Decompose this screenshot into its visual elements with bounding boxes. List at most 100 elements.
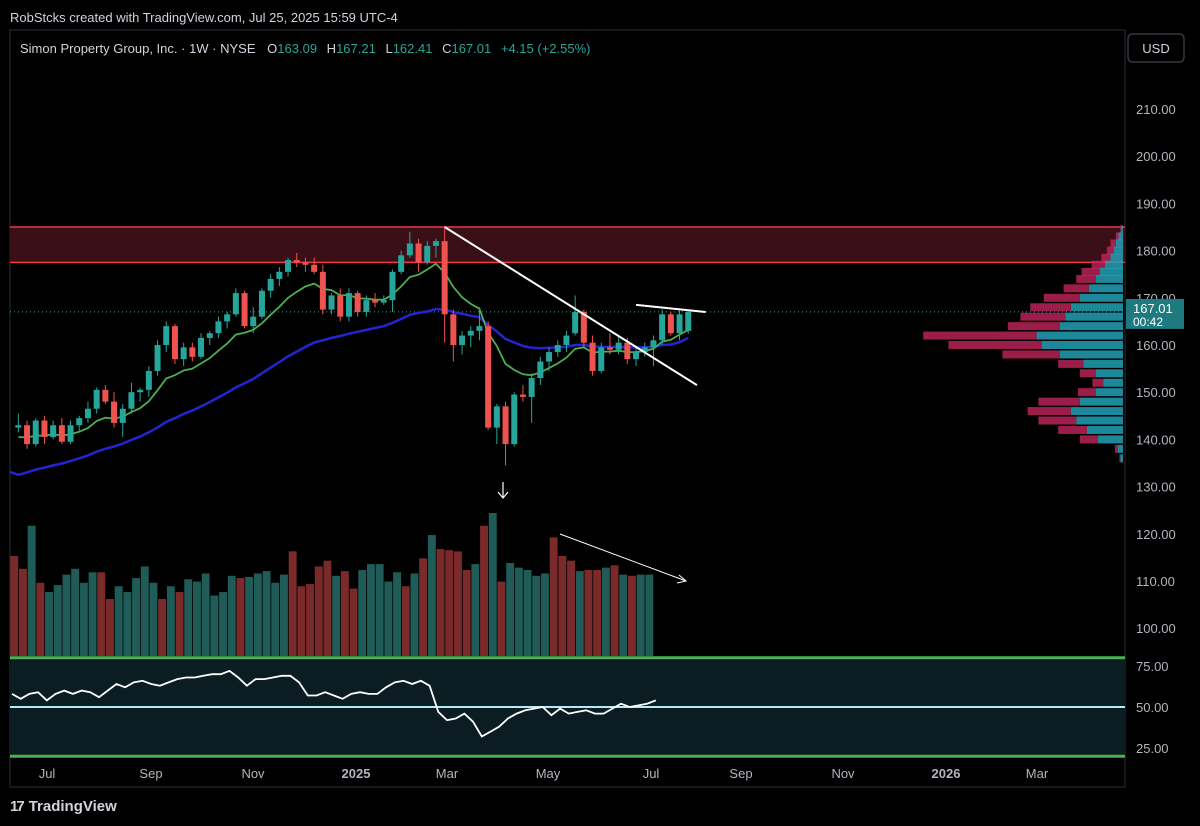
volume-bar <box>419 558 428 656</box>
volume-bar <box>288 551 297 656</box>
candle <box>154 340 161 376</box>
time-tick-label: Sep <box>139 766 162 781</box>
price-tick-label: 160.00 <box>1136 338 1176 353</box>
candle <box>615 335 622 355</box>
candle <box>24 420 31 449</box>
candle <box>659 309 666 345</box>
profile-down-bar <box>1115 232 1119 241</box>
legend-o-label: O <box>267 41 277 56</box>
legend-line: Simon Property Group, Inc. · 1W · NYSE O… <box>20 41 590 56</box>
candle <box>180 342 187 367</box>
candle <box>389 269 396 312</box>
price-tick-label: 110.00 <box>1136 574 1175 589</box>
volume-bar <box>306 583 314 656</box>
volume-bar <box>262 571 271 656</box>
profile-down-bar <box>1078 388 1096 397</box>
candle <box>432 238 439 258</box>
candle <box>354 290 361 317</box>
candle-body <box>441 241 448 315</box>
profile-up-bar <box>1096 274 1123 283</box>
candle-body <box>128 392 135 409</box>
candle-body <box>493 406 500 428</box>
candle-body <box>328 295 335 310</box>
candle-body <box>171 326 178 360</box>
candle <box>50 420 57 440</box>
candle <box>102 385 109 404</box>
volume-bar <box>506 562 515 656</box>
candle <box>206 330 213 345</box>
candle <box>363 295 370 317</box>
candle-body <box>180 347 187 360</box>
candle-body <box>293 260 300 263</box>
profile-up-bar <box>1099 267 1123 276</box>
candle <box>641 342 648 357</box>
price-tick-label: 200.00 <box>1136 149 1176 164</box>
volume-bar <box>462 569 471 656</box>
candle-body <box>206 333 213 338</box>
candle <box>171 323 178 364</box>
time-tick-label: Nov <box>831 766 855 781</box>
volume-bar <box>123 592 132 656</box>
rsi-tick-label: 50.00 <box>1136 700 1169 715</box>
volume-bar <box>567 560 575 656</box>
volume-bar <box>53 585 62 656</box>
volume-bar <box>314 566 323 656</box>
moving-averages <box>9 262 689 477</box>
rsi-tick-label: 25.00 <box>1136 741 1169 756</box>
candle <box>93 387 100 414</box>
volume-bar <box>149 582 158 656</box>
profile-down-bar <box>1119 454 1121 463</box>
candle-body <box>102 389 109 402</box>
candle-body <box>406 243 413 256</box>
candle-body <box>606 347 613 350</box>
trendline <box>635 303 706 313</box>
currency-button[interactable]: USD <box>1127 33 1185 63</box>
candle <box>276 267 283 286</box>
candle <box>232 288 239 317</box>
profile-up-bar <box>1076 416 1123 425</box>
profile-up-bar <box>1120 454 1123 463</box>
tradingview-logo[interactable]: 17 TradingView <box>10 798 117 815</box>
volume-bar <box>549 537 558 656</box>
legend-c-value: 167.01 <box>451 41 491 56</box>
legend-h-label: H <box>327 41 336 56</box>
volume-divergence-arrowhead <box>676 574 688 584</box>
candle-body <box>311 264 318 272</box>
currency-label: USD <box>1142 41 1169 56</box>
volume-bar <box>219 592 227 656</box>
candle <box>546 347 553 371</box>
profile-up-bar <box>1060 322 1123 331</box>
trendline-drawings[interactable] <box>444 226 706 584</box>
candle-body <box>459 335 466 345</box>
candle-body <box>476 326 483 331</box>
candle-body <box>345 293 352 317</box>
candle-body <box>598 347 605 371</box>
profile-down-bar <box>1076 274 1096 283</box>
profile-down-bar <box>1110 239 1116 248</box>
profile-up-bar <box>1110 253 1123 262</box>
volume-bar <box>480 525 488 656</box>
legend-c-label: C <box>442 41 451 56</box>
price-tick-label: 140.00 <box>1136 432 1176 447</box>
candle <box>293 252 300 268</box>
candle <box>676 309 683 341</box>
volume-bar <box>393 572 401 656</box>
volume-bar <box>645 574 654 656</box>
profile-down-bar <box>1079 435 1098 444</box>
volume-bar <box>471 564 480 656</box>
volume-bar <box>71 568 80 656</box>
candle-body <box>119 408 126 423</box>
price-axis[interactable]: 140.00150.00160.00170.00180.00190.00200.… <box>1126 102 1184 756</box>
price-tick-label: 150.00 <box>1136 385 1176 400</box>
candle-body <box>424 245 431 263</box>
candle <box>215 316 222 338</box>
volume-bar <box>454 551 462 656</box>
candle-body <box>659 314 666 341</box>
time-axis[interactable]: Jul Sep Nov 2025 Mar May Jul Sep Nov 2026 Mar <box>39 766 1049 781</box>
volume-bar <box>201 573 210 656</box>
candle-body <box>111 401 118 423</box>
price-tick-label: 210.00 <box>1136 102 1176 117</box>
candle-body <box>467 330 474 336</box>
time-tick-label: 2026 <box>932 766 961 781</box>
